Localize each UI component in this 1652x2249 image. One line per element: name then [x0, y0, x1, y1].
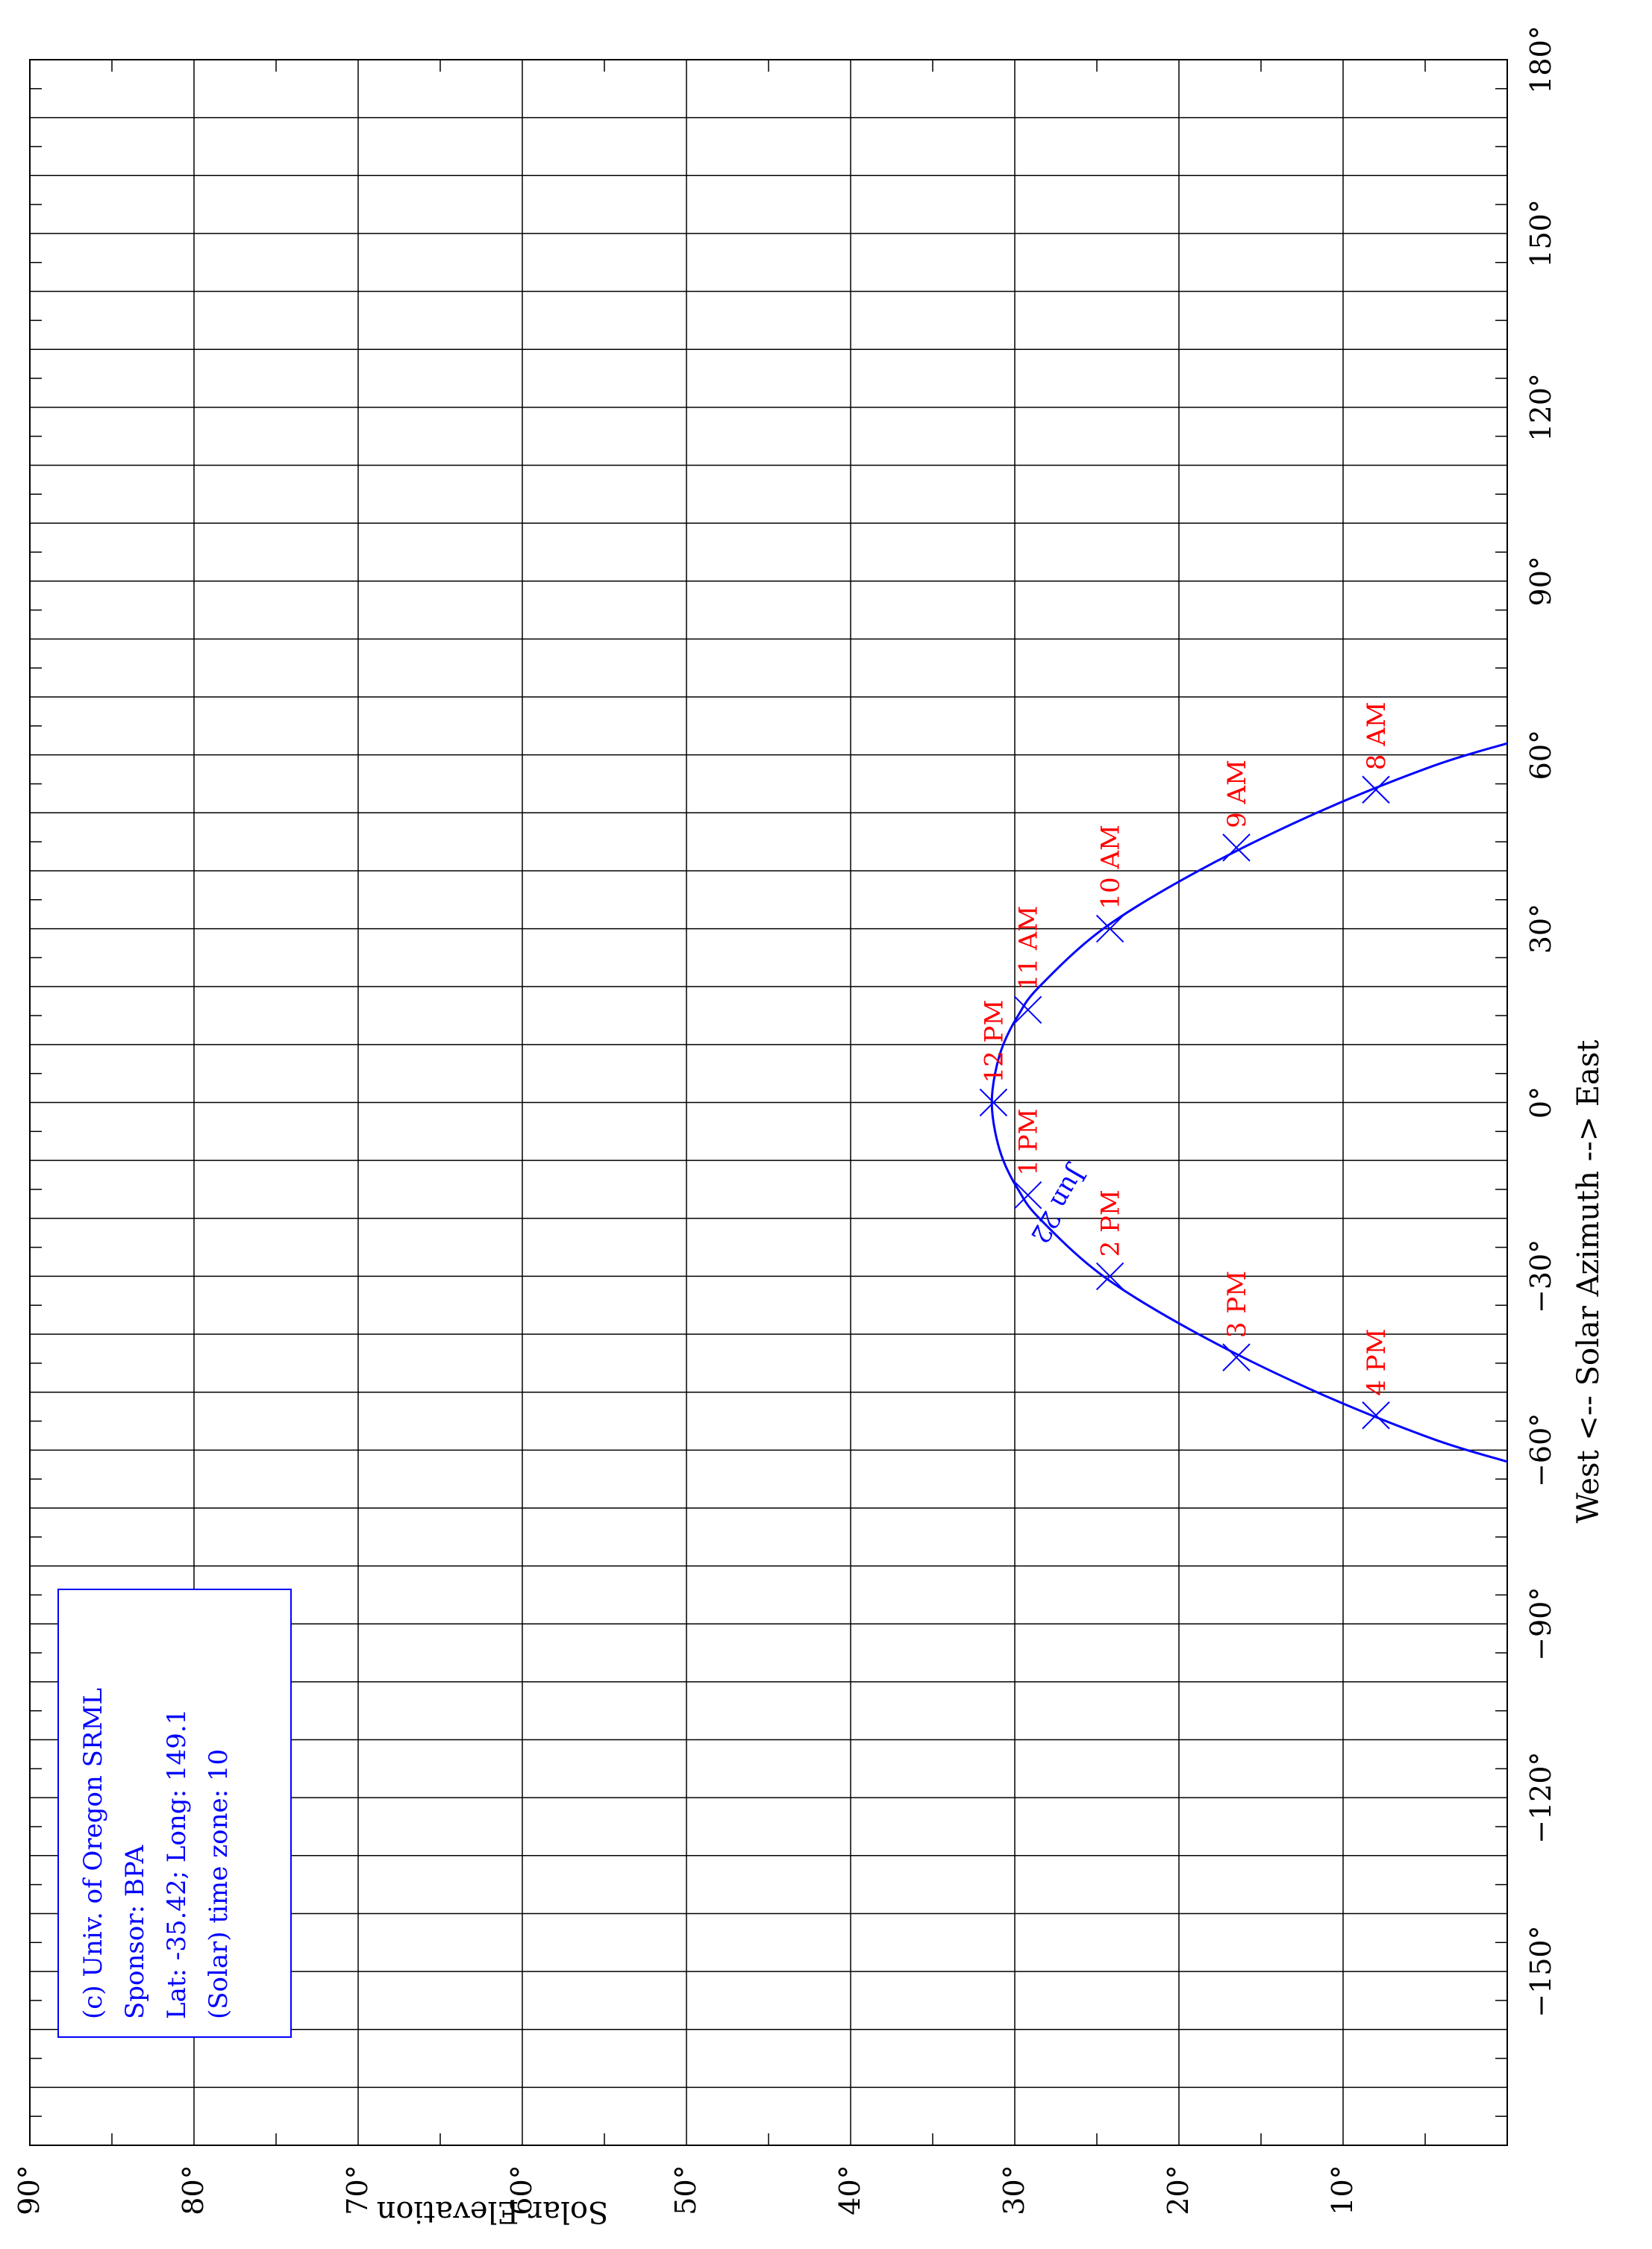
info-line-sponsor: Sponsor: BPA	[120, 1845, 150, 2019]
hour-label: 2 PM	[1096, 1189, 1126, 1257]
azimuth-tick-label: 120°	[1524, 373, 1557, 442]
hour-label: 4 PM	[1362, 1329, 1392, 1396]
elevation-tick-label: 20°	[1162, 2165, 1195, 2215]
hour-marker	[979, 1088, 1008, 1117]
hour-marker	[1095, 1262, 1124, 1291]
hour-marker	[1013, 995, 1042, 1024]
info-box: (c) Univ. of Oregon SRML Sponsor: BPA La…	[57, 1589, 292, 2038]
azimuth-tick-label: −30°	[1524, 1239, 1557, 1313]
azimuth-tick-label: 150°	[1524, 199, 1557, 268]
info-box-frame	[57, 1589, 292, 2038]
azimuth-tick-label: 180°	[1524, 25, 1557, 94]
hour-marker	[1362, 1401, 1390, 1430]
hour-marker	[1222, 833, 1251, 862]
elevation-axis-label: Solar Elevation	[377, 2195, 609, 2229]
azimuth-tick-label: 90°	[1524, 556, 1557, 606]
azimuth-tick-label: 60°	[1524, 730, 1557, 780]
azimuth-tick-label: 0°	[1524, 1086, 1557, 1119]
hour-label: 8 AM	[1362, 701, 1392, 770]
tick-marks	[30, 60, 1507, 2145]
azimuth-tick-label: 30°	[1524, 904, 1557, 954]
info-line-credit: (c) Univ. of Oregon SRML	[78, 1688, 108, 2019]
elevation-tick-label: 60°	[505, 2165, 538, 2215]
hour-label: 9 AM	[1222, 760, 1252, 828]
elevation-tick-labels: 10° 20° 30° 40° 50° 60° 70° 80° 90°	[13, 2165, 1359, 2215]
azimuth-tick-labels: −150° −120° −90° −60° −30° 0° 30° 60° 90° 120° 150…	[1524, 25, 1557, 2018]
hour-marker	[1095, 914, 1124, 943]
hour-label: 12 PM	[979, 1000, 1009, 1083]
sun-path-curve	[990, 742, 1508, 1463]
hour-label: 10 AM	[1096, 825, 1126, 909]
elevation-tick-label: 30°	[998, 2165, 1030, 2215]
hour-label: 1 PM	[1014, 1109, 1044, 1176]
azimuth-tick-label: −150°	[1524, 1925, 1557, 2017]
info-line-location: Lat: -35.42; Long: 149.1	[162, 1709, 192, 2019]
hour-label: 11 AM	[1014, 906, 1044, 990]
azimuth-tick-label: −90°	[1524, 1587, 1557, 1661]
elevation-tick-label: 40°	[833, 2165, 866, 2215]
azimuth-tick-label: −60°	[1524, 1413, 1557, 1487]
hour-marker	[1013, 1181, 1042, 1210]
azimuth-axis-label: West <-- Solar Azimuth --> East	[1571, 1040, 1606, 1524]
hour-label: 3 PM	[1222, 1271, 1252, 1338]
elevation-tick-label: 90°	[13, 2165, 46, 2215]
elevation-tick-label: 50°	[669, 2165, 702, 2215]
elevation-tick-label: 70°	[341, 2165, 374, 2215]
plot-frame	[29, 59, 1508, 2146]
hour-marker	[1362, 775, 1390, 804]
info-line-timezone: (Solar) time zone: 10	[204, 1749, 234, 2019]
elevation-tick-label: 80°	[177, 2165, 210, 2215]
azimuth-tick-label: −120°	[1524, 1751, 1557, 1843]
hour-marker	[1222, 1343, 1251, 1371]
elevation-tick-label: 10°	[1326, 2165, 1359, 2215]
